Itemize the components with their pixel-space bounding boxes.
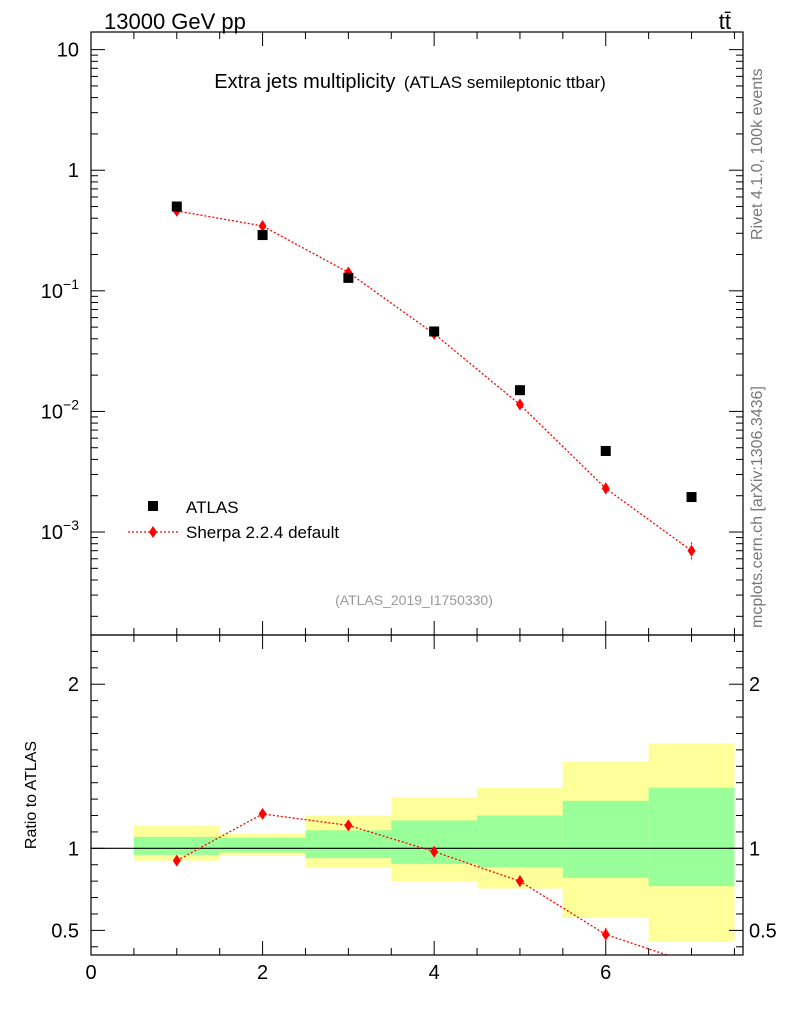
- mc-point: [687, 544, 696, 557]
- ratio-xtick-label: 6: [600, 962, 611, 984]
- main-ytick-label: 10−2: [41, 396, 79, 423]
- ratio-inner-band: [562, 800, 649, 878]
- main-frame: [90, 31, 744, 636]
- ratio-ytick-label-left: 0.5: [51, 920, 79, 942]
- ratio-inner-band: [133, 836, 220, 855]
- ratio-ytick-label-left: 1: [68, 838, 79, 860]
- atlas-point: [257, 230, 268, 241]
- atlas-point: [686, 492, 697, 503]
- ratio-xtick-label: 2: [257, 962, 268, 984]
- process-label: tt̄: [719, 9, 731, 34]
- rivet-version-label: Rivet 4.1.0, 100k events: [749, 68, 766, 240]
- ratio-ytick-label-right: 2: [749, 674, 760, 696]
- chart-title-main: Extra jets multiplicity: [214, 71, 395, 93]
- legend-atlas-marker: [148, 501, 158, 511]
- atlas-point: [600, 445, 611, 456]
- ratio-ylabel: Ratio to ATLAS: [23, 741, 40, 849]
- ratio-ytick-label-right: 1: [749, 838, 760, 860]
- atlas-point: [514, 385, 525, 396]
- main-ytick-label: 10−1: [41, 276, 79, 303]
- main-ytick-labels: 10 1 10−1 10−2 10−3: [41, 40, 79, 544]
- legend: ATLAS Sherpa 2.2.4 default: [128, 498, 339, 542]
- ratio-mc-point: [688, 957, 696, 969]
- legend-mc-marker: [149, 526, 157, 538]
- chart-title: Extra jets multiplicity (ATLAS semilepto…: [214, 71, 605, 93]
- ratio-mc-point: [430, 845, 439, 858]
- mc-line: [176, 210, 692, 552]
- atlas-point: [343, 272, 354, 283]
- ratio-mc-point: [172, 854, 181, 867]
- atlas-point: [429, 326, 440, 337]
- main-axis-ticks: [90, 32, 743, 635]
- main-ytick-label: 10: [57, 40, 79, 62]
- mc-point: [601, 482, 610, 495]
- ratio-ytick-label-right: 0.5: [749, 920, 777, 942]
- ratio-inner-band: [305, 830, 392, 859]
- ratio-xtick-label: 4: [429, 962, 440, 984]
- main-points: [171, 201, 697, 561]
- legend-atlas-label: ATLAS: [186, 498, 239, 517]
- legend-mc-label: Sherpa 2.2.4 default: [186, 523, 339, 542]
- ratio-series-clip: [172, 807, 696, 969]
- ratio-mc-point: [601, 928, 610, 941]
- energy-label: 13000 GeV pp: [104, 9, 246, 34]
- ratio-inner-band: [648, 787, 735, 887]
- ratio-inner-band: [219, 837, 306, 853]
- ratio-xtick-label: 0: [85, 962, 96, 984]
- main-ytick-label: 10−3: [41, 517, 79, 544]
- analysis-id: (ATLAS_2019_I1750330): [335, 592, 493, 608]
- ratio-bands: [133, 743, 735, 942]
- ratio-inner-band: [477, 815, 563, 868]
- mc-series-line: [176, 210, 692, 552]
- ratio-series: [172, 807, 696, 969]
- atlas-point: [171, 201, 182, 212]
- main-ytick-label: 1: [68, 160, 79, 182]
- ratio-tick-labels: 0.5 0.5 1 1 2 2 0 2 4 6: [51, 674, 777, 984]
- mc-point: [515, 398, 524, 411]
- ratio-panel: 0.5 0.5 1 1 2 2 0 2 4 6: [51, 634, 777, 984]
- ratio-ytick-label-left: 2: [68, 674, 79, 696]
- main-panel: 10 1 10−1 10−2 10−3 ATLAS Sherpa 2.2.4 defaul…: [41, 31, 744, 636]
- ratio-mc-point: [258, 807, 267, 820]
- mcplots-label: mcplots.cern.ch [arXiv:1306.3436]: [749, 386, 766, 628]
- ratio-mc-point: [344, 819, 353, 832]
- chart-subtitle: (ATLAS semileptonic ttbar): [404, 73, 606, 92]
- ratio-mc-point: [515, 875, 524, 888]
- ratio-frame: [90, 634, 744, 956]
- mc-point: [258, 219, 267, 232]
